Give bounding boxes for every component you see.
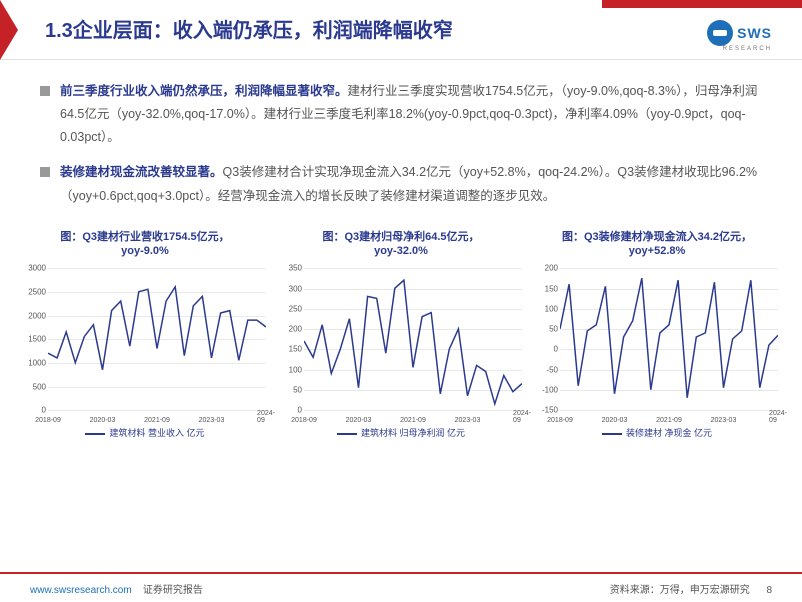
bullet-emph: 装修建材现金流改善较显著。	[60, 165, 223, 179]
bullet-text: 前三季度行业收入端仍然承压，利润降幅显著收窄。建材行业三季度实现营收1754.5…	[60, 80, 762, 149]
chart-profit: 图：Q3建材归母净利64.5亿元， yoy-32.0% 050100150200…	[276, 230, 526, 440]
legend-line-icon	[85, 433, 105, 435]
legend-label: 建筑材料 营业收入 亿元	[109, 428, 204, 438]
footer-page: 8	[766, 585, 772, 596]
page-title: 1.3企业层面：收入端仍承压，利润端降幅收窄	[45, 14, 453, 43]
chart-legend: 建筑材料 归母净利润 亿元	[276, 426, 526, 439]
chart-plot-area: 0500100015002000250030002018-092020-0320…	[20, 264, 270, 424]
logo-text: SWS	[737, 25, 772, 41]
footer-left: www.swsresearch.com 证券研究报告	[30, 581, 203, 596]
body-text: 前三季度行业收入端仍然承压，利润降幅显著收窄。建材行业三季度实现营收1754.5…	[0, 60, 802, 230]
bullet-item: 前三季度行业收入端仍然承压，利润降幅显著收窄。建材行业三季度实现营收1754.5…	[40, 80, 762, 149]
legend-line-icon	[337, 433, 357, 435]
footer-right: 资料来源：万得，申万宏源研究 8	[610, 581, 772, 596]
charts-row: 图：Q3建材行业营收1754.5亿元， yoy-9.0% 05001000150…	[0, 230, 802, 440]
bullet-marker-icon	[40, 86, 50, 96]
bullet-marker-icon	[40, 167, 50, 177]
footer-report-label: 证券研究报告	[143, 585, 203, 596]
legend-label: 建筑材料 归母净利润 亿元	[361, 428, 465, 438]
logo-icon	[707, 20, 733, 46]
chart-cashflow: 图：Q3装修建材净现金流入34.2亿元， yoy+52.8% -150-100-…	[532, 230, 782, 440]
bullet-emph: 前三季度行业收入端仍然承压，利润降幅显著收窄。	[60, 84, 348, 98]
bullet-text: 装修建材现金流改善较显著。Q3装修建材合计实现净现金流入34.2亿元（yoy+5…	[60, 161, 762, 207]
chart-title-line2: yoy-32.0%	[374, 245, 428, 257]
header-red-bar	[602, 0, 802, 8]
chart-title: 图：Q3装修建材净现金流入34.2亿元， yoy+52.8%	[532, 230, 782, 259]
legend-label: 装修建材 净现金 亿元	[626, 428, 712, 438]
chart-title-line1: 图：Q3建材行业营收1754.5亿元，	[60, 231, 229, 243]
chart-title: 图：Q3建材行业营收1754.5亿元， yoy-9.0%	[20, 230, 270, 259]
logo-subtext: RESEARCH	[723, 46, 772, 52]
chart-title-line2: yoy+52.8%	[629, 245, 686, 257]
chart-title-line2: yoy-9.0%	[121, 245, 169, 257]
chart-title: 图：Q3建材归母净利64.5亿元， yoy-32.0%	[276, 230, 526, 259]
chart-plot-area: -150-100-500501001502002018-092020-03202…	[532, 264, 782, 424]
legend-line-icon	[602, 433, 622, 435]
chart-title-line1: 图：Q3装修建材净现金流入34.2亿元，	[562, 231, 752, 243]
chart-legend: 装修建材 净现金 亿元	[532, 426, 782, 439]
footer: www.swsresearch.com 证券研究报告 资料来源：万得，申万宏源研…	[0, 572, 802, 602]
header: 1.3企业层面：收入端仍承压，利润端降幅收窄 SWS RESEARCH	[0, 0, 802, 60]
logo: SWS RESEARCH	[707, 20, 772, 46]
footer-url: www.swsresearch.com	[30, 585, 132, 596]
chart-legend: 建筑材料 营业收入 亿元	[20, 426, 270, 439]
chart-plot-area: 0501001502002503003502018-092020-032021-…	[276, 264, 526, 424]
chart-revenue: 图：Q3建材行业营收1754.5亿元， yoy-9.0% 05001000150…	[20, 230, 270, 440]
chart-title-line1: 图：Q3建材归母净利64.5亿元，	[322, 231, 479, 243]
footer-source: 资料来源：万得，申万宏源研究	[610, 585, 750, 596]
bullet-item: 装修建材现金流改善较显著。Q3装修建材合计实现净现金流入34.2亿元（yoy+5…	[40, 161, 762, 207]
header-chevron	[0, 0, 18, 60]
